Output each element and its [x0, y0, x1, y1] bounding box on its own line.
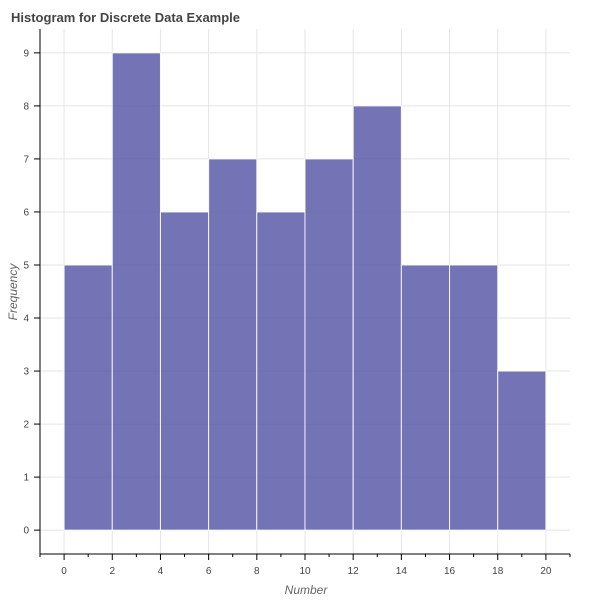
histogram-bar [256, 211, 306, 531]
histogram-bar [400, 264, 451, 531]
y-tick-label: 2 [23, 420, 29, 431]
x-tick-label: 10 [299, 566, 311, 577]
x-tick-label: 16 [444, 566, 456, 577]
histogram-bar [159, 211, 210, 531]
x-tick-label: 12 [348, 566, 360, 577]
x-tick-label: 18 [492, 566, 504, 577]
histogram-bar [111, 52, 161, 531]
histogram-bar [449, 264, 499, 531]
x-tick-label: 14 [396, 566, 408, 577]
y-tick-label: 0 [23, 526, 29, 537]
histogram-bar [497, 370, 547, 531]
histogram-bar [63, 264, 113, 531]
x-tick-label: 2 [109, 566, 115, 577]
histogram-bar [352, 105, 402, 531]
x-tick-label: 8 [254, 566, 260, 577]
histogram-bar [208, 158, 258, 531]
x-tick-label: 20 [540, 566, 552, 577]
x-axis-label: Number [285, 583, 329, 597]
bar-layer [63, 52, 547, 531]
x-tick-label: 4 [158, 566, 164, 577]
y-tick-label: 9 [23, 48, 29, 59]
chart-title: Histogram for Discrete Data Example [11, 10, 240, 25]
y-tick-label: 7 [23, 154, 29, 165]
y-tick-label: 4 [23, 314, 29, 325]
y-axis-label: Frequency [6, 263, 20, 321]
y-tick-label: 3 [23, 367, 29, 378]
x-tick-label: 0 [61, 566, 67, 577]
histogram-bar [304, 158, 354, 531]
y-tick-label: 1 [23, 473, 29, 484]
y-tick-label: 6 [23, 207, 29, 218]
y-tick-label: 5 [23, 260, 29, 271]
y-tick-label: 8 [23, 101, 29, 112]
x-tick-label: 6 [206, 566, 212, 577]
